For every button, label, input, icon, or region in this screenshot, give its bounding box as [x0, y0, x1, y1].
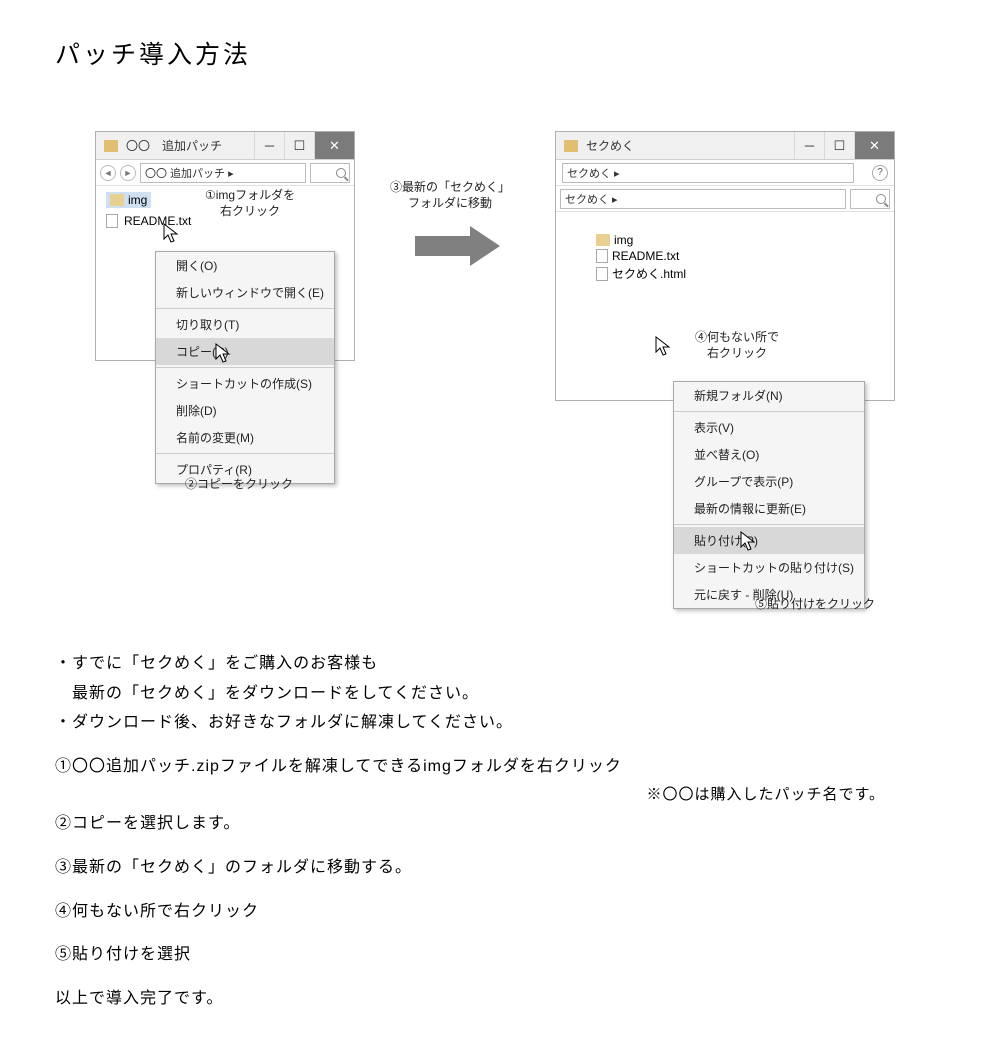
instructions: ・すでに「セクめく」をご購入のお客様も 最新の「セクめく」をダウンロードをしてく… [55, 651, 945, 1011]
file-label: README.txt [124, 214, 191, 228]
right-file-pane: img README.txt セクめく.html [556, 212, 894, 303]
callout-1: ①imgフォルダを 右クリック [205, 187, 295, 219]
back-button[interactable]: ◄ [100, 165, 116, 181]
file-label: img [128, 193, 147, 207]
ctx-paste[interactable]: 貼り付け(P) [674, 527, 864, 554]
ctx-group[interactable]: グループで表示(P) [674, 468, 864, 495]
left-titlebar: 〇〇 追加パッチ ─ ☐ ✕ [96, 132, 354, 160]
right-address-bar: セクめく ▸ ? [556, 160, 894, 186]
context-menu-left: 開く(O) 新しいウィンドウで開く(E) 切り取り(T) コピー(C) ショート… [155, 251, 335, 484]
callout-4: ④何もない所で 右クリック [695, 329, 779, 361]
step-2: ②コピーを選択します。 [55, 811, 945, 837]
step-1-note: ※〇〇は購入したパッチ名です。 [55, 783, 945, 807]
right-address-bar-2: セクめく ▸ [556, 186, 894, 212]
search-icon [336, 168, 346, 178]
ctx-rename[interactable]: 名前の変更(M) [156, 424, 334, 451]
file-label: セクめく.html [612, 265, 686, 282]
ctx-cut[interactable]: 切り取り(T) [156, 311, 334, 338]
minimize-button[interactable]: ─ [254, 132, 284, 159]
html-file-item[interactable]: セクめく.html [596, 264, 854, 283]
ctx-create-shortcut[interactable]: ショートカットの作成(S) [156, 370, 334, 397]
search-box[interactable] [310, 163, 350, 183]
right-path-box-2[interactable]: セクめく ▸ [560, 189, 846, 209]
callout-3: ③最新の「セクめく」 フォルダに移動 [390, 179, 510, 211]
help-icon[interactable]: ? [872, 165, 888, 181]
separator [674, 524, 864, 525]
bullet-line: 最新の「セクめく」をダウンロードをしてください。 [55, 681, 945, 707]
maximize-button[interactable]: ☐ [824, 132, 854, 159]
separator [674, 411, 864, 412]
right-titlebar: セクめく ─ ☐ ✕ [556, 132, 894, 160]
folder-icon [564, 140, 578, 152]
right-path-box[interactable]: セクめく ▸ [562, 163, 854, 183]
step-5: ⑤貼り付けを選択 [55, 942, 945, 968]
readme-item[interactable]: README.txt [596, 248, 854, 264]
folder-icon [110, 194, 124, 206]
ctx-copy[interactable]: コピー(C) [156, 338, 334, 365]
ctx-sort[interactable]: 並べ替え(O) [674, 441, 864, 468]
folder-icon [104, 140, 118, 152]
separator [156, 367, 334, 368]
forward-button[interactable]: ► [120, 165, 136, 181]
maximize-button[interactable]: ☐ [284, 132, 314, 159]
right-window-title: セクめく [586, 137, 794, 154]
left-path-box[interactable]: 〇〇 追加パッチ ▸ [140, 163, 306, 183]
close-button[interactable]: ✕ [314, 132, 354, 159]
img-folder-item[interactable]: img [596, 232, 854, 248]
html-file-icon [596, 267, 608, 281]
left-window-title: 〇〇 追加パッチ [126, 137, 254, 154]
folder-icon [596, 234, 610, 246]
callout-2: ②コピーをクリック [185, 476, 293, 492]
step-final: 以上で導入完了です。 [55, 986, 945, 1012]
file-label: img [614, 233, 633, 247]
ctx-open-new-window[interactable]: 新しいウィンドウで開く(E) [156, 279, 334, 306]
text-file-icon [106, 214, 118, 228]
bullet-line: ・ダウンロード後、お好きなフォルダに解凍してください。 [55, 710, 945, 736]
text-file-icon [596, 249, 608, 263]
ctx-new-folder[interactable]: 新規フォルダ(N) [674, 382, 864, 409]
window-buttons: ─ ☐ ✕ [794, 132, 894, 159]
page-title: パッチ導入方法 [55, 35, 945, 71]
separator [156, 453, 334, 454]
diagram-area: 〇〇 追加パッチ ─ ☐ ✕ ◄ ► 〇〇 追加パッチ ▸ img README… [55, 131, 945, 631]
step-3: ③最新の「セクめく」のフォルダに移動する。 [55, 855, 945, 881]
ctx-delete[interactable]: 削除(D) [156, 397, 334, 424]
file-label: README.txt [612, 249, 679, 263]
img-folder-item[interactable]: img [106, 192, 151, 208]
search-icon [876, 194, 886, 204]
step-4: ④何もない所で右クリック [55, 899, 945, 925]
minimize-button[interactable]: ─ [794, 132, 824, 159]
close-button[interactable]: ✕ [854, 132, 894, 159]
arrow-icon [415, 226, 505, 266]
ctx-refresh[interactable]: 最新の情報に更新(E) [674, 495, 864, 522]
separator [156, 308, 334, 309]
context-menu-right: 新規フォルダ(N) 表示(V) 並べ替え(O) グループで表示(P) 最新の情報… [673, 381, 865, 609]
window-buttons: ─ ☐ ✕ [254, 132, 354, 159]
callout-5: ⑤貼り付けをクリック [755, 596, 875, 612]
ctx-open[interactable]: 開く(O) [156, 252, 334, 279]
bullet-line: ・すでに「セクめく」をご購入のお客様も [55, 651, 945, 677]
step-1: ①〇〇追加パッチ.zipファイルを解凍してできるimgフォルダを右クリック [55, 754, 945, 780]
left-address-bar: ◄ ► 〇〇 追加パッチ ▸ [96, 160, 354, 186]
ctx-paste-shortcut[interactable]: ショートカットの貼り付け(S) [674, 554, 864, 581]
search-box[interactable] [850, 189, 890, 209]
ctx-view[interactable]: 表示(V) [674, 414, 864, 441]
